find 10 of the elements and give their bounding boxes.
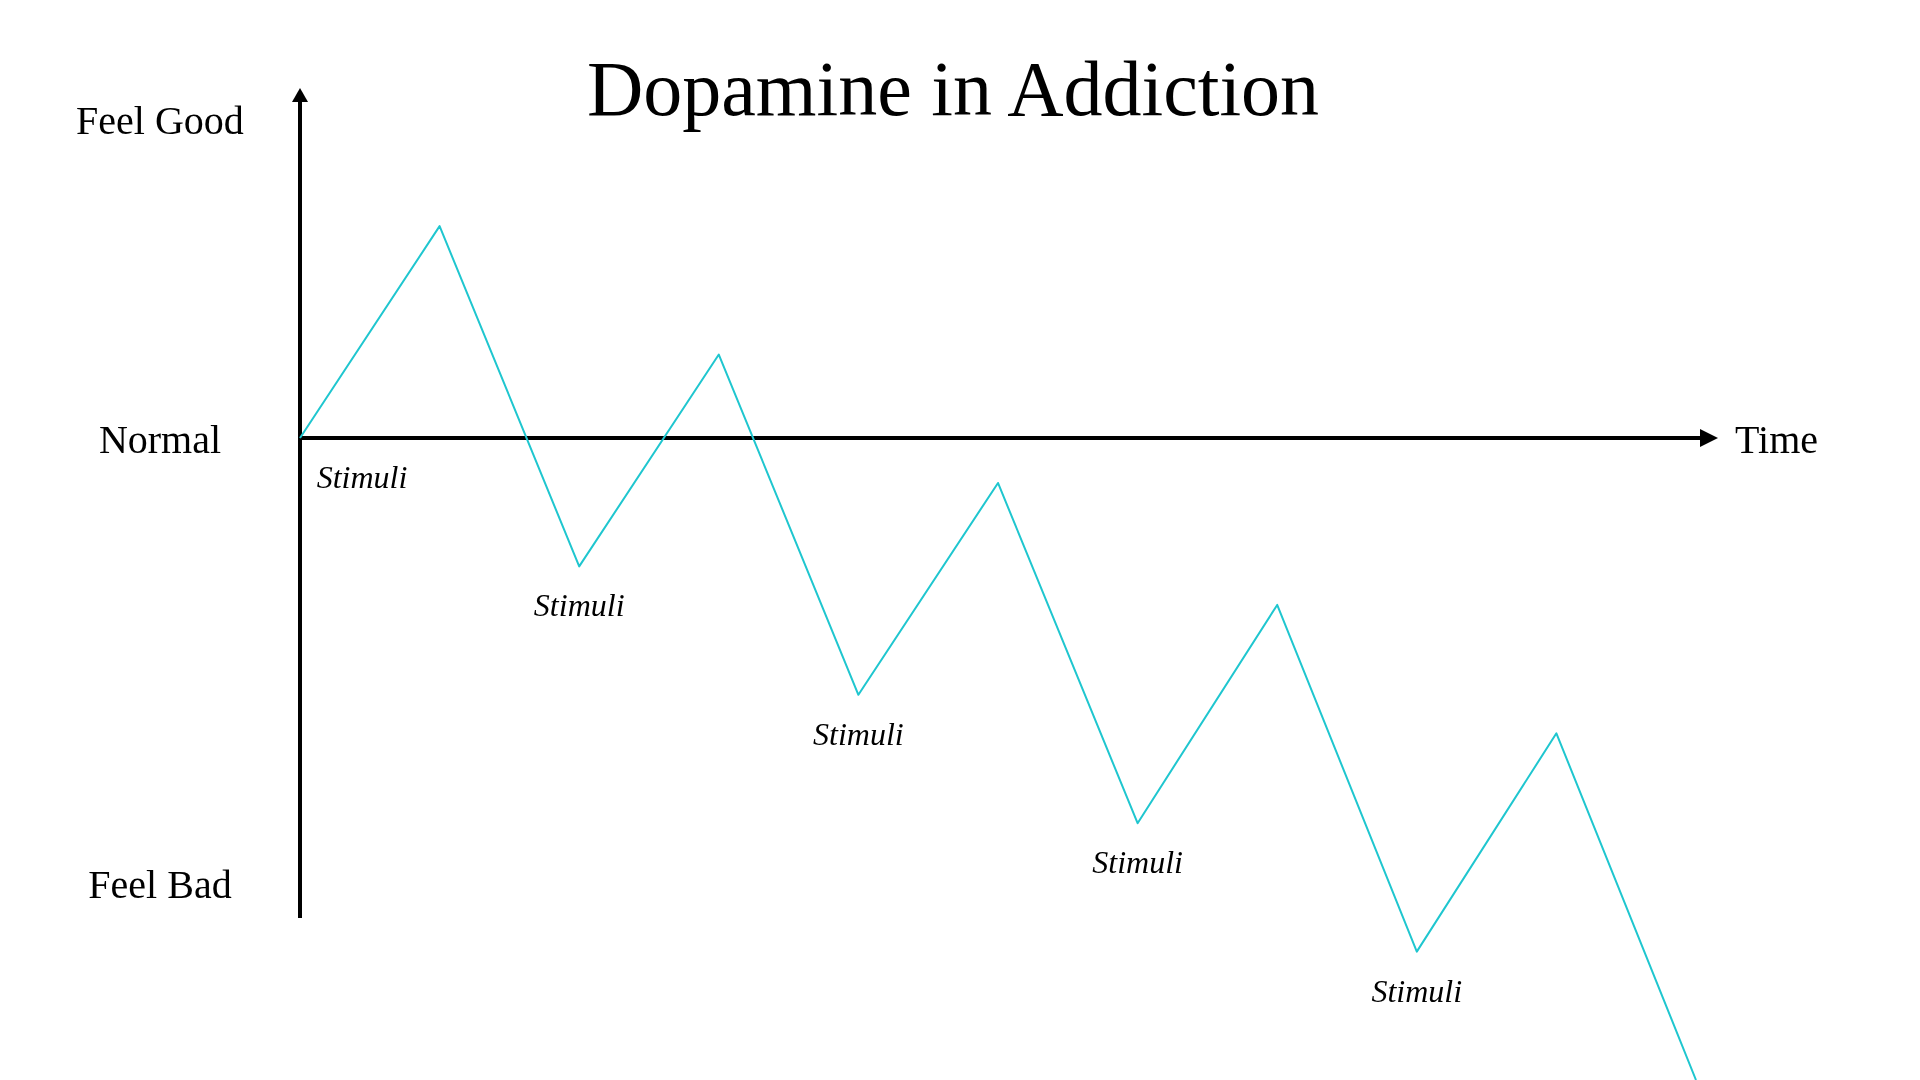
annotation: Stimuli [813, 715, 904, 752]
x-axis-title: Time [1735, 417, 1819, 462]
text: Normal [98, 417, 222, 462]
text: Feel Bad [88, 862, 232, 907]
annotation: Stimuli [316, 459, 408, 495]
annotation: Stimuli [533, 587, 625, 624]
annotation: Stimuli [1371, 972, 1463, 1009]
text: Feel Good [76, 98, 244, 143]
chart-title: Dopamine in Addiction [586, 45, 1320, 132]
annotation: Stimuli [1092, 844, 1183, 881]
